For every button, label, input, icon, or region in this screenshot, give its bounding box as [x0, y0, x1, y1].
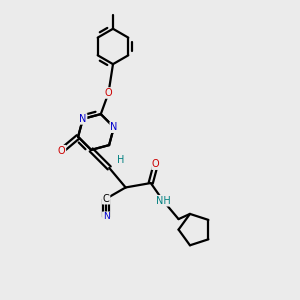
Text: H: H: [117, 154, 124, 164]
Text: NH: NH: [156, 196, 170, 206]
Text: N: N: [103, 212, 110, 221]
Text: O: O: [58, 146, 65, 156]
Text: O: O: [152, 159, 160, 169]
Text: C: C: [103, 194, 110, 204]
Text: N: N: [79, 114, 87, 124]
Text: N: N: [110, 122, 118, 132]
Text: O: O: [105, 88, 112, 98]
